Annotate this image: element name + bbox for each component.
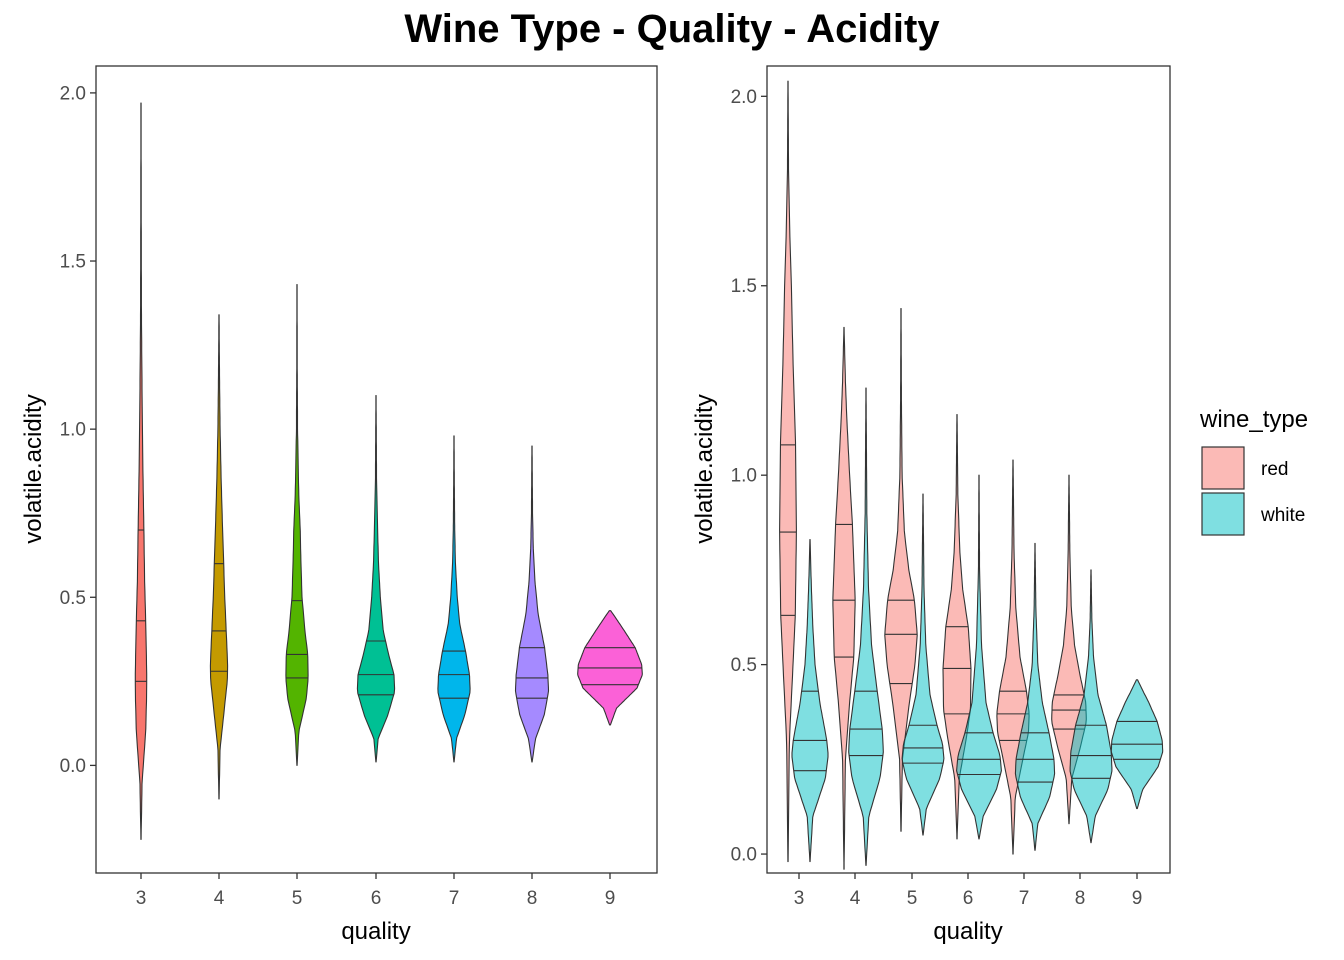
x-tick-label: 7 (1019, 888, 1030, 909)
right-y-axis-label: volatile.acidity (691, 394, 718, 543)
violin-white-quality-6 (956, 474, 1002, 840)
legend-label-white: white (1260, 505, 1305, 526)
x-tick-label: 6 (963, 888, 974, 909)
violin-white-quality-3 (791, 539, 829, 863)
x-tick-label: 8 (527, 888, 538, 909)
x-tick-label: 3 (794, 888, 805, 909)
legend: wine_type red white (1199, 406, 1308, 536)
y-tick-label: 1.5 (731, 276, 757, 297)
right-x-axis-label: quality (933, 918, 1002, 945)
violin-quality-3 (134, 102, 148, 840)
y-tick-label: 0.0 (60, 756, 86, 777)
legend-title: wine_type (1199, 406, 1308, 433)
left-y-axis: 0.0 0.5 1.0 1.5 2.0 (60, 83, 96, 777)
legend-key-white (1201, 492, 1245, 536)
violin-red-quality-5 (884, 307, 918, 832)
x-tick-label: 7 (449, 888, 460, 909)
x-tick-label: 6 (371, 888, 382, 909)
right-violins (779, 80, 1164, 870)
right-y-axis: 0.0 0.5 1.0 1.5 2.0 (731, 87, 767, 866)
legend-label-red: red (1261, 459, 1288, 480)
x-tick-label: 9 (605, 888, 616, 909)
y-tick-label: 0.5 (60, 588, 86, 609)
y-tick-label: 2.0 (731, 87, 757, 108)
y-tick-label: 1.0 (60, 420, 86, 441)
left-y-axis-label: volatile.acidity (20, 394, 47, 543)
violin-quality-4 (209, 314, 229, 800)
y-tick-label: 0.5 (731, 655, 757, 676)
violin-quality-8 (514, 445, 550, 763)
y-tick-label: 1.0 (731, 466, 757, 487)
left-x-axis: 3 4 5 6 7 8 9 (136, 873, 616, 909)
x-tick-label: 9 (1132, 888, 1143, 909)
violin-white-quality-4 (848, 387, 884, 866)
violin-quality-5 (285, 284, 309, 766)
x-tick-label: 8 (1075, 888, 1086, 909)
left-violins (134, 102, 643, 840)
left-x-axis-label: quality (341, 918, 410, 945)
violin-red-quality-4 (832, 326, 856, 870)
legend-items: red white (1201, 446, 1305, 536)
violin-red-quality-3 (779, 80, 797, 863)
violin-white-quality-7 (1014, 542, 1056, 851)
figure-title: Wine Type - Quality - Acidity (404, 7, 940, 51)
violin-white-quality-5 (901, 493, 945, 836)
violin-quality-7 (437, 435, 471, 763)
y-tick-label: 2.0 (60, 83, 86, 104)
y-tick-label: 0.0 (731, 845, 757, 866)
legend-key-red (1201, 446, 1245, 490)
x-tick-label: 4 (850, 888, 861, 909)
x-tick-label: 5 (907, 888, 918, 909)
right-panel: 0.0 0.5 1.0 1.5 2.0 3 4 5 6 7 8 9 quality volatile… (691, 65, 1171, 945)
right-x-axis: 3 4 5 6 7 8 9 (794, 873, 1143, 909)
violin-quality-6 (356, 394, 396, 763)
x-tick-label: 3 (136, 888, 147, 909)
y-tick-label: 1.5 (60, 252, 86, 273)
x-tick-label: 4 (214, 888, 225, 909)
left-panel: 0.0 0.5 1.0 1.5 2.0 3 4 5 6 7 8 9 quality volatile… (20, 65, 658, 945)
x-tick-label: 5 (292, 888, 303, 909)
